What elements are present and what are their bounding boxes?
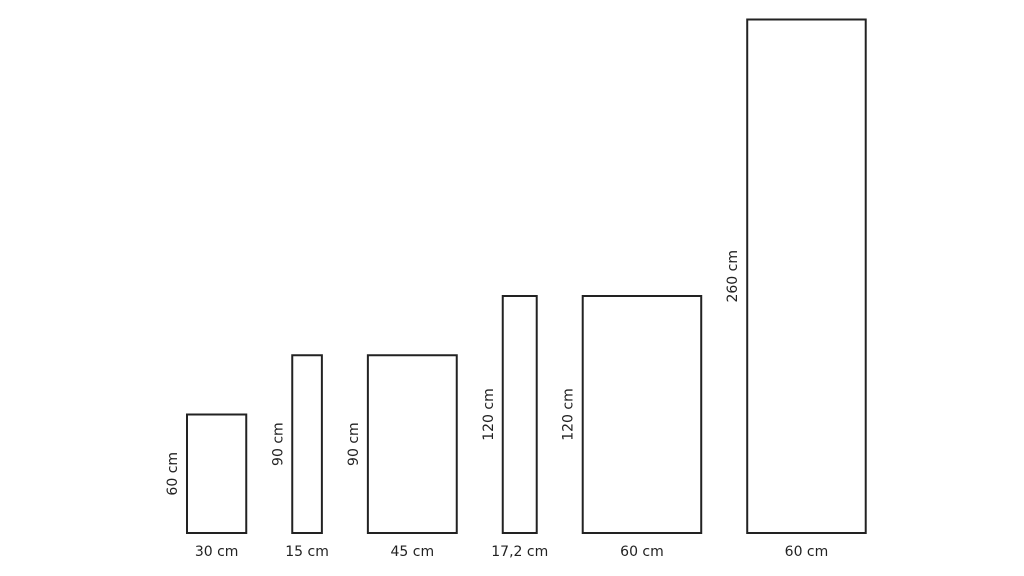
width-label: 17,2 cm xyxy=(491,544,548,560)
tile-outline xyxy=(581,295,703,534)
width-label: 15 cm xyxy=(285,544,329,560)
width-label: 45 cm xyxy=(391,544,435,560)
tile-outline xyxy=(501,295,538,534)
width-label: 60 cm xyxy=(785,544,829,560)
height-label: 120 cm xyxy=(561,388,577,441)
height-label: 260 cm xyxy=(725,250,741,303)
height-label: 90 cm xyxy=(346,422,362,466)
width-label: 30 cm xyxy=(195,544,239,560)
tile-outline xyxy=(186,413,248,534)
width-label: 60 cm xyxy=(620,544,664,560)
height-label: 90 cm xyxy=(270,422,286,466)
tile-outline xyxy=(366,354,458,534)
height-label: 60 cm xyxy=(165,452,181,496)
tile-outline xyxy=(291,354,323,534)
height-label: 120 cm xyxy=(481,388,497,441)
tile-outline xyxy=(746,18,867,534)
